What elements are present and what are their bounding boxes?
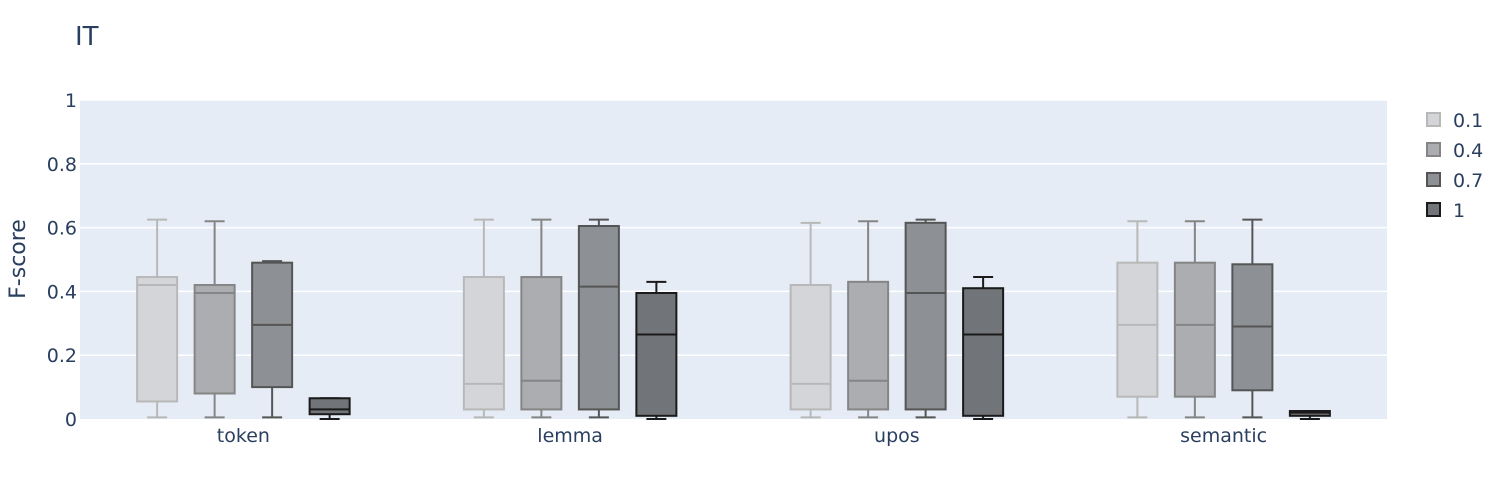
legend-label: 1 [1453, 200, 1465, 222]
iqr-box [193, 284, 236, 395]
legend-swatch [1426, 112, 1441, 127]
y-tick-label: 0 [65, 409, 77, 431]
x-tick-label: semantic [1180, 425, 1267, 447]
iqr-box [577, 225, 620, 411]
box-0.7-upos [904, 218, 947, 419]
box-0.7-token [251, 260, 294, 419]
y-tick-label: 0.8 [47, 154, 77, 176]
iqr-box [520, 276, 563, 411]
chart-title: IT [75, 22, 99, 52]
legend-label: 0.7 [1453, 170, 1483, 192]
box-0.1-lemma [462, 218, 505, 419]
iqr-box [308, 397, 351, 416]
iqr-box [1116, 261, 1159, 398]
legend-item[interactable]: 0.1 [1426, 110, 1483, 132]
box-0.1-token [136, 218, 179, 419]
legend-label: 0.1 [1453, 110, 1483, 132]
legend: 0.1 0.4 0.7 1 [1426, 110, 1483, 222]
iqr-box [462, 276, 505, 411]
y-axis-title: F-score [6, 219, 31, 299]
box-0.4-upos [847, 220, 890, 419]
x-tick-label: token [217, 425, 270, 447]
gridlines [80, 99, 1387, 356]
iqr-box [1173, 261, 1216, 398]
y-tick-label: 1 [65, 90, 77, 112]
box-0.4-lemma [520, 218, 563, 419]
x-tick-label: lemma [537, 425, 603, 447]
box-1-upos [962, 276, 1005, 420]
box-0.7-semantic [1231, 218, 1274, 419]
iqr-box [904, 221, 947, 411]
iqr-box [136, 276, 179, 403]
boxes [136, 218, 1331, 420]
x-ticks: token lemma upos semantic [217, 425, 1267, 447]
legend-swatch [1426, 172, 1441, 187]
iqr-box [962, 287, 1005, 417]
box-1-semantic [1288, 410, 1331, 420]
box-1-lemma [635, 280, 678, 420]
legend-swatch [1426, 142, 1441, 157]
box-0.1-upos [789, 221, 832, 419]
legend-swatch [1426, 202, 1441, 217]
iqr-box [635, 291, 678, 417]
y-ticks: 0 0.2 0.4 0.6 0.8 1 [47, 90, 77, 431]
box-0.1-semantic [1116, 220, 1159, 419]
iqr-box [789, 284, 832, 411]
y-tick-label: 0.2 [47, 345, 77, 367]
x-tick-label: upos [874, 425, 920, 447]
box-0.4-semantic [1173, 220, 1216, 419]
legend-item[interactable]: 1 [1426, 200, 1465, 222]
legend-label: 0.4 [1453, 140, 1483, 162]
y-tick-label: 0.4 [47, 281, 77, 303]
legend-item[interactable]: 0.4 [1426, 140, 1483, 162]
box-0.7-lemma [577, 218, 620, 419]
box-0.4-token [193, 220, 236, 419]
plot-area [80, 100, 1387, 419]
legend-item[interactable]: 0.7 [1426, 170, 1483, 192]
iqr-box [847, 280, 890, 411]
y-tick-label: 0.6 [47, 218, 77, 240]
box-1-token [308, 397, 351, 420]
